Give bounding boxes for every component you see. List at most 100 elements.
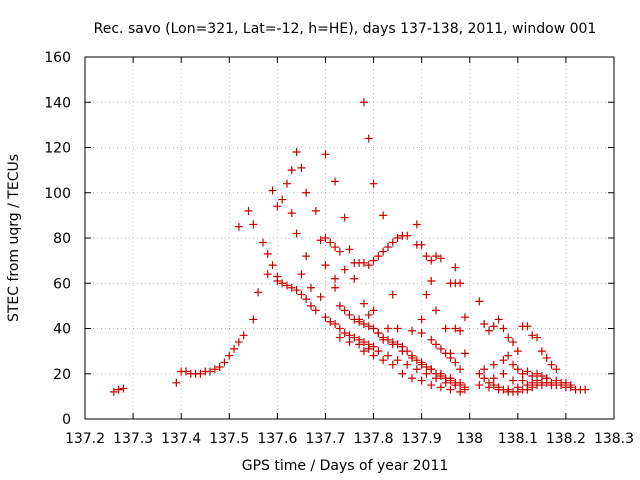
data-point [408,326,417,335]
data-point [109,387,118,396]
data-point [249,220,258,229]
x-tick-label: 137.8 [353,431,393,447]
data-point [225,351,234,360]
data-point [297,163,306,172]
y-tick-label: 140 [44,95,71,111]
data-point [379,247,388,256]
data-point [369,256,378,265]
data-points [109,98,590,396]
data-point [369,342,378,351]
data-point [566,381,575,390]
data-point [547,381,556,390]
data-point [436,383,445,392]
data-point [307,301,316,310]
data-point [302,188,311,197]
data-point [364,310,373,319]
x-tick-label: 137.3 [113,431,153,447]
data-point [302,252,311,261]
data-point [335,333,344,342]
data-point [340,265,349,274]
data-point [359,258,368,267]
data-point [369,306,378,315]
data-point [287,209,296,218]
data-point [359,347,368,356]
data-point [374,347,383,356]
data-point [475,369,484,378]
data-point [287,166,296,175]
data-point [249,315,258,324]
data-point [369,351,378,360]
data-point [408,374,417,383]
data-point [355,340,364,349]
data-point [345,245,354,254]
data-point [528,372,537,381]
data-point [427,365,436,374]
data-point [523,381,532,390]
data-point [359,338,368,347]
data-point [484,326,493,335]
data-point [268,261,277,270]
data-point [119,384,128,393]
data-point [499,369,508,378]
data-point [364,134,373,143]
data-point [335,301,344,310]
data-point [364,322,373,331]
data-point [350,333,359,342]
data-point [345,310,354,319]
data-point [509,360,518,369]
data-point [292,286,301,295]
data-point [388,360,397,369]
data-point [307,283,316,292]
data-point [369,179,378,188]
data-point [484,383,493,392]
data-point [460,349,469,358]
data-point [239,331,248,340]
data-point [494,385,503,394]
data-point [326,317,335,326]
data-point [398,347,407,356]
data-point [282,179,291,188]
data-point [379,335,388,344]
data-point [542,374,551,383]
data-point [475,297,484,306]
data-point [509,376,518,385]
data-point [297,290,306,299]
data-point [542,353,551,362]
data-point [441,378,450,387]
data-point [451,381,460,390]
data-point [494,315,503,324]
data-point [340,329,349,338]
data-point [441,324,450,333]
data-point [432,252,441,261]
data-point [331,274,340,283]
data-point [417,358,426,367]
data-point [359,299,368,308]
data-point [206,367,215,376]
data-point [489,374,498,383]
data-point [451,358,460,367]
data-point [393,234,402,242]
data-point [321,261,330,270]
y-tick-label: 80 [53,231,71,247]
data-point [499,324,508,333]
y-tick-label: 160 [44,50,71,66]
x-tick-label: 138 [456,431,483,447]
data-point [427,335,436,344]
data-point [518,376,527,385]
data-point [456,365,465,374]
data-point [427,276,436,285]
data-point [278,195,287,204]
plot-frame [84,56,615,420]
data-point [321,150,330,159]
data-point [114,385,123,394]
data-point [456,279,465,288]
data-point [379,211,388,220]
data-point [374,252,383,261]
data-point [234,338,243,347]
data-point [326,238,335,247]
data-point [340,213,349,222]
data-point [547,360,556,369]
data-point [292,148,301,157]
x-tick-label: 137.2 [65,431,105,447]
data-point [196,369,205,378]
